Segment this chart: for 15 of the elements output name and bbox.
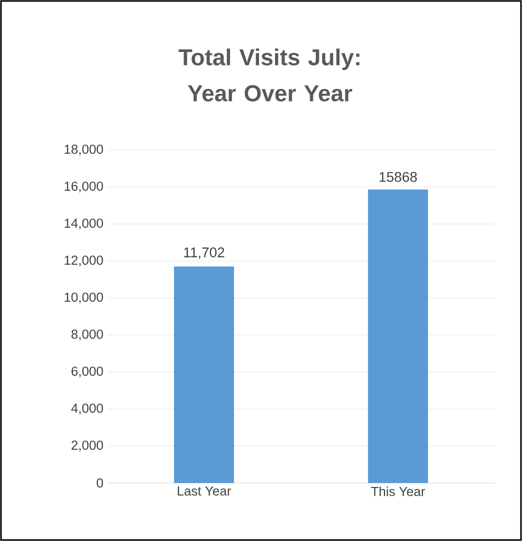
data-label: 11,702 (184, 247, 224, 259)
y-tick-label: 10,000 (64, 292, 103, 304)
data-label: 15868 (380, 172, 417, 182)
y-tick-label: 4,000 (71, 404, 103, 414)
x-tick-label: Last Year (178, 486, 232, 496)
y-tick-label: 18,000 (64, 144, 103, 156)
y-tick-label: 14,000 (64, 218, 103, 230)
chart-title: Total Visits July: Year Over Year (178, 48, 360, 102)
y-tick-label: 2,000 (72, 440, 103, 452)
y-tick-label: 12,000 (64, 256, 103, 266)
y-tick-label: 8,000 (72, 330, 103, 340)
y-tick-label: 16,000 (64, 182, 103, 192)
y-tick-label: 6,000 (72, 366, 103, 378)
y-tick-label: 0 (96, 478, 103, 488)
x-tick-label: This Year (371, 486, 425, 496)
